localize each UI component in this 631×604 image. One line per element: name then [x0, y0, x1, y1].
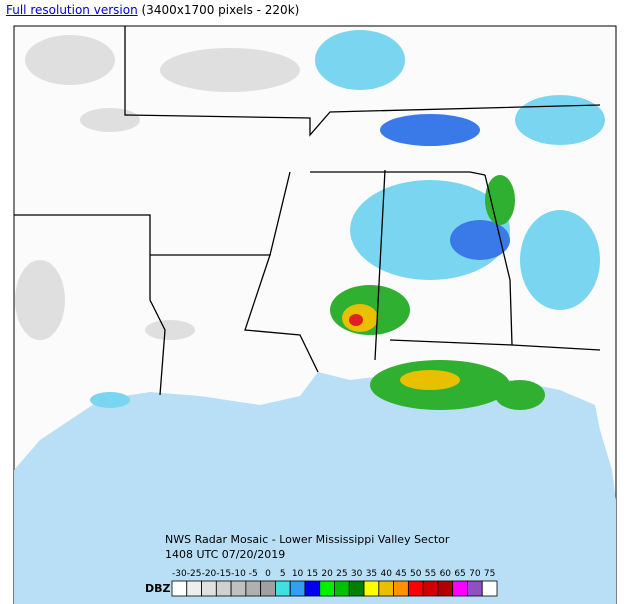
header: Full resolution version (3400x1700 pixel…: [6, 3, 299, 17]
legend-level: 0: [265, 569, 271, 579]
legend-level: 55: [425, 569, 436, 579]
legend-level: 30: [351, 569, 363, 579]
legend-level: 65: [454, 569, 465, 579]
legend-level: 10: [292, 569, 304, 579]
radar-echoes: [90, 30, 605, 410]
legend-level: 50: [410, 569, 422, 579]
legend-swatch: [348, 580, 365, 597]
legend-level: -25: [187, 569, 202, 579]
legend-swatch: [245, 580, 262, 597]
legend-level: -15: [216, 569, 231, 579]
legend-swatch: [215, 580, 232, 597]
legend-swatch: [319, 580, 335, 597]
size-note: (3400x1700 pixels - 220k): [141, 3, 300, 17]
state-borders: [14, 26, 601, 396]
legend-swatch: [481, 580, 498, 597]
gulf: [14, 372, 616, 604]
legend-swatch: [363, 580, 380, 597]
legend-swatch: [289, 580, 306, 597]
legend-swatch: [407, 580, 424, 597]
legend: -30 -25 -20 -15 -10 -5 0 5 10 15 20 25 30 35 40 45 50 55 6…: [171, 569, 498, 597]
legend-unit: DBZ: [145, 582, 171, 595]
legend-level: 70: [469, 569, 481, 579]
map-caption: NWS Radar Mosaic - Lower Mississippi Val…: [165, 533, 450, 546]
legend-level: 20: [321, 569, 333, 579]
legend-swatch: [452, 580, 468, 597]
legend-level: 75: [484, 569, 495, 579]
legend-level: 35: [366, 569, 377, 579]
legend-level: 60: [440, 569, 452, 579]
legend-level: 25: [336, 569, 347, 579]
full-res-link[interactable]: Full resolution version: [6, 3, 138, 17]
legend-level: -20: [202, 569, 217, 579]
legend-swatch: [186, 580, 202, 597]
legend-swatch: [393, 580, 409, 597]
legend-swatch: [171, 580, 188, 597]
legend-swatch: [275, 580, 291, 597]
legend-swatch: [422, 580, 439, 597]
legend-swatch: [334, 580, 350, 597]
legend-level: -5: [249, 569, 258, 579]
legend-level: 45: [395, 569, 406, 579]
legend-level: 15: [307, 569, 318, 579]
clutter: [15, 35, 300, 340]
legend-level: 40: [380, 569, 392, 579]
legend-swatch: [260, 580, 276, 597]
legend-swatch: [437, 580, 454, 597]
legend-swatch: [378, 580, 394, 597]
legend-swatch: [201, 580, 217, 597]
legend-level: -30: [172, 569, 187, 579]
map-timestamp: 1408 UTC 07/20/2019: [165, 548, 285, 561]
legend-swatch: [467, 580, 483, 597]
legend-level: 5: [280, 569, 286, 579]
legend-swatch: [230, 580, 247, 597]
legend-swatch: [304, 580, 321, 597]
legend-level: -10: [231, 569, 246, 579]
